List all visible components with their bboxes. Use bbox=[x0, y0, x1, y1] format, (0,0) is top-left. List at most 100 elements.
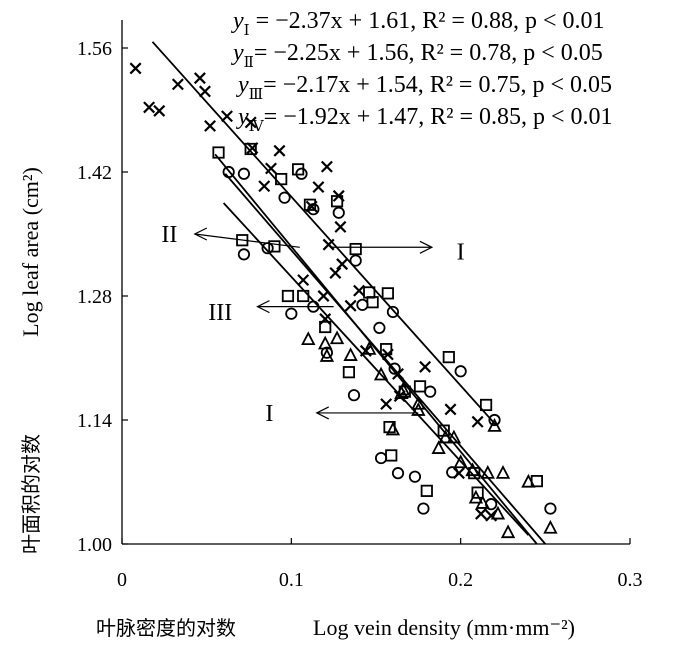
square-marker bbox=[275, 172, 288, 186]
annotation-label: II bbox=[161, 222, 177, 248]
regression-equations: yⅠ = −2.37x + 1.61, R² = 0.88, p < 0.01y… bbox=[231, 8, 613, 135]
square-marker bbox=[297, 289, 310, 303]
cross-marker bbox=[312, 181, 325, 194]
cross-marker bbox=[171, 78, 184, 91]
circle-marker bbox=[237, 248, 251, 261]
triangle-marker bbox=[490, 505, 506, 520]
square-marker bbox=[330, 195, 344, 208]
cross-marker bbox=[153, 104, 166, 117]
circle-marker bbox=[237, 167, 251, 180]
circle-marker bbox=[332, 206, 345, 219]
x-tick-label: 0 bbox=[117, 569, 127, 591]
triangle-marker bbox=[411, 395, 426, 410]
circle-marker bbox=[347, 389, 361, 402]
annotation-label: I bbox=[265, 401, 273, 427]
cross-marker bbox=[317, 290, 330, 302]
x-tick-label: 0.1 bbox=[279, 569, 304, 591]
triangle-marker bbox=[465, 462, 480, 477]
circle-marker bbox=[446, 466, 459, 479]
square-marker bbox=[413, 380, 427, 393]
regression-line-Ⅰ bbox=[151, 41, 497, 426]
triangle-marker bbox=[343, 347, 358, 361]
cross-marker bbox=[329, 266, 342, 279]
triangle-marker bbox=[438, 429, 453, 444]
cross-marker bbox=[265, 162, 277, 175]
square-marker bbox=[471, 486, 484, 499]
cross-marker bbox=[204, 119, 217, 132]
cross-marker bbox=[471, 415, 484, 428]
x-tick-label: 0.2 bbox=[448, 569, 473, 591]
cross-marker bbox=[344, 299, 357, 312]
cross-marker bbox=[273, 144, 286, 157]
equation-text: yⅡ= −2.25x + 1.56, R² = 0.78, p < 0.05 bbox=[231, 40, 603, 71]
cross-marker bbox=[221, 110, 233, 123]
circle-marker bbox=[320, 346, 333, 359]
equation-text: yⅢ= −2.17x + 1.54, R² = 0.75, p < 0.05 bbox=[236, 72, 612, 103]
y-tick-label: 1.56 bbox=[77, 38, 112, 60]
equation-text: yⅣ= −1.92x + 1.47, R² = 0.85, p < 0.01 bbox=[236, 104, 613, 135]
triangle-marker bbox=[480, 465, 495, 479]
annotation-arrow-head bbox=[193, 227, 208, 241]
circle-marker bbox=[408, 470, 422, 483]
regression-lines bbox=[151, 41, 547, 545]
data-markers bbox=[129, 62, 558, 539]
square-marker bbox=[366, 296, 379, 309]
triangle-marker bbox=[543, 519, 558, 534]
annotation-label: I bbox=[457, 240, 465, 266]
square-marker bbox=[479, 398, 493, 412]
circle-marker bbox=[373, 321, 386, 334]
square-marker bbox=[281, 289, 295, 303]
circle-marker bbox=[388, 362, 401, 375]
circle-marker bbox=[278, 191, 291, 204]
circle-marker bbox=[544, 502, 557, 515]
circle-marker bbox=[391, 467, 405, 480]
triangle-marker bbox=[411, 402, 426, 416]
triangle-marker bbox=[446, 429, 462, 444]
cross-marker bbox=[297, 274, 310, 287]
triangle-marker bbox=[453, 454, 468, 469]
x-axis-label-cn: 叶脉密度的对数 bbox=[96, 616, 236, 640]
circle-marker bbox=[307, 203, 320, 216]
annotation-arrow-shaft bbox=[194, 233, 300, 248]
circle-marker bbox=[488, 413, 501, 427]
triangle-marker bbox=[301, 331, 316, 345]
triangle-marker bbox=[431, 440, 446, 454]
square-marker bbox=[420, 484, 433, 497]
annotation-arrow-head bbox=[315, 406, 330, 420]
annotation-arrow-head bbox=[256, 300, 270, 314]
cross-marker bbox=[392, 367, 404, 380]
triangle-marker bbox=[385, 421, 401, 436]
cross-marker bbox=[380, 398, 393, 411]
circle-marker bbox=[374, 451, 388, 465]
cross-marker bbox=[258, 180, 271, 193]
triangle-marker bbox=[487, 418, 502, 432]
cross-marker bbox=[198, 85, 211, 98]
y-tick-label: 1.14 bbox=[77, 410, 112, 432]
equation-text: yⅠ = −2.37x + 1.61, R² = 0.88, p < 0.01 bbox=[231, 8, 604, 39]
y-tick-label: 1.42 bbox=[77, 162, 112, 184]
regression-line-Ⅳ bbox=[222, 202, 530, 536]
cross-marker bbox=[143, 101, 156, 114]
circle-marker bbox=[349, 254, 362, 267]
triangle-marker bbox=[521, 473, 536, 488]
circle-marker bbox=[356, 298, 369, 311]
axes: 0 0.1 0.2 0.3 1.00 1.14 1.28 1.42 1.56 bbox=[77, 20, 643, 591]
annotation-label: III bbox=[208, 300, 232, 326]
square-marker bbox=[381, 287, 394, 300]
circle-marker bbox=[386, 305, 400, 319]
cross-marker bbox=[475, 507, 487, 520]
cross-marker bbox=[334, 220, 347, 233]
square-marker bbox=[319, 320, 332, 334]
triangle-marker bbox=[475, 495, 490, 509]
cross-marker bbox=[419, 360, 432, 373]
cross-marker bbox=[444, 403, 457, 416]
triangle-marker bbox=[495, 465, 511, 479]
triangle-marker bbox=[394, 385, 409, 400]
cross-marker bbox=[129, 62, 142, 75]
square-marker bbox=[342, 366, 356, 379]
circle-marker bbox=[222, 165, 235, 179]
triangle-marker bbox=[318, 335, 333, 350]
cross-marker bbox=[193, 72, 206, 85]
triangle-marker bbox=[319, 348, 335, 362]
